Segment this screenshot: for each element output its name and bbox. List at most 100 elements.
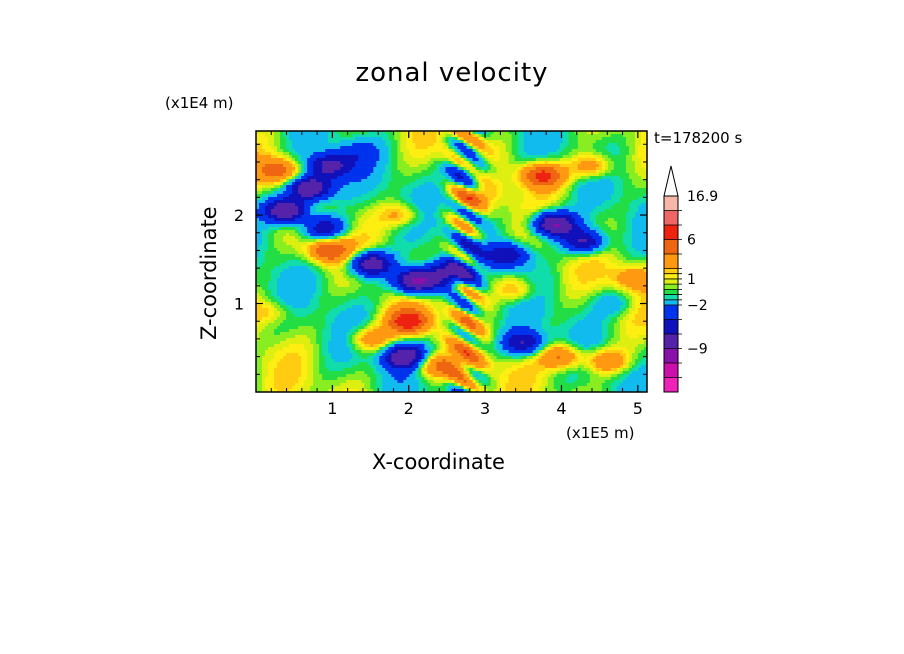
field-cell	[301, 173, 305, 177]
field-cell	[361, 143, 365, 147]
field-cell	[481, 191, 485, 195]
field-cell	[547, 143, 552, 147]
field-cell	[334, 191, 338, 195]
field-cell	[361, 218, 365, 222]
field-cell	[562, 176, 567, 180]
field-cell	[526, 206, 531, 210]
field-cell	[616, 200, 621, 204]
field-cell	[286, 215, 290, 219]
field-cell	[322, 179, 326, 183]
field-cell	[472, 155, 476, 159]
field-cell	[358, 194, 362, 198]
field-cell	[274, 203, 278, 207]
field-cell	[277, 218, 281, 222]
field-cell	[505, 215, 510, 219]
field-cell	[265, 224, 269, 228]
field-cell	[400, 140, 404, 144]
field-cell	[562, 194, 567, 198]
field-cell	[430, 170, 434, 174]
field-cell	[385, 179, 389, 183]
field-cell	[490, 197, 495, 201]
field-cell	[271, 197, 275, 201]
field-cell	[352, 215, 356, 219]
field-cell	[415, 206, 419, 210]
field-cell	[265, 191, 269, 195]
field-cell	[262, 158, 266, 162]
field-cell	[637, 221, 642, 225]
field-cell	[625, 218, 630, 222]
field-cell	[643, 215, 648, 219]
field-cell	[514, 146, 519, 150]
field-cell	[259, 209, 263, 213]
field-cell	[403, 149, 407, 153]
field-cell	[514, 236, 519, 240]
field-cell	[286, 164, 290, 168]
field-cell	[358, 221, 362, 225]
field-cell	[397, 218, 401, 222]
field-cell	[511, 149, 516, 153]
field-cell	[349, 245, 353, 249]
field-cell	[403, 215, 407, 219]
field-cell	[403, 179, 407, 183]
field-cell	[604, 230, 609, 234]
field-cell	[535, 158, 540, 162]
field-cell	[421, 164, 425, 168]
field-cell	[382, 185, 386, 189]
field-cell	[634, 149, 639, 153]
field-cell	[430, 179, 434, 183]
field-cell	[532, 215, 537, 219]
field-cell	[385, 215, 389, 219]
field-cell	[385, 236, 389, 240]
field-cell	[388, 215, 392, 219]
field-cell	[517, 155, 522, 159]
field-cell	[268, 206, 272, 210]
field-cell	[286, 176, 290, 180]
field-cell	[508, 179, 513, 183]
field-cell	[415, 191, 419, 195]
field-cell	[487, 155, 491, 159]
field-cell	[361, 158, 365, 162]
field-cell	[352, 134, 356, 138]
field-cell	[346, 173, 350, 177]
field-cell	[295, 191, 299, 195]
field-cell	[532, 176, 537, 180]
field-cell	[367, 146, 371, 150]
field-cell	[610, 194, 615, 198]
field-cell	[478, 224, 482, 228]
field-cell	[505, 212, 510, 216]
field-cell	[400, 242, 404, 246]
field-cell	[529, 191, 534, 195]
field-cell	[292, 236, 296, 240]
field-cell	[256, 209, 260, 213]
field-cell	[307, 173, 311, 177]
field-cell	[604, 194, 609, 198]
field-cell	[436, 218, 440, 222]
field-cell	[334, 167, 338, 171]
field-cell	[403, 221, 407, 225]
field-cell	[445, 239, 449, 243]
field-cell	[283, 236, 287, 240]
field-cell	[274, 146, 278, 150]
field-cell	[469, 188, 473, 192]
field-cell	[445, 227, 449, 231]
field-cell	[487, 197, 491, 201]
field-cell	[412, 176, 416, 180]
field-cell	[541, 221, 546, 225]
field-cell	[319, 209, 323, 213]
field-cell	[376, 149, 380, 153]
field-cell	[607, 221, 612, 225]
field-cell	[481, 188, 485, 192]
field-cell	[310, 227, 314, 231]
field-cell	[529, 218, 534, 222]
field-cell	[379, 218, 383, 222]
field-cell	[520, 197, 525, 201]
field-cell	[541, 182, 546, 186]
field-cell	[577, 218, 582, 222]
field-cell	[364, 218, 368, 222]
field-cell	[508, 215, 513, 219]
field-cell	[538, 233, 543, 237]
field-cell	[487, 140, 491, 144]
field-cell	[637, 188, 642, 192]
field-cell	[355, 236, 359, 240]
field-cell	[520, 218, 525, 222]
